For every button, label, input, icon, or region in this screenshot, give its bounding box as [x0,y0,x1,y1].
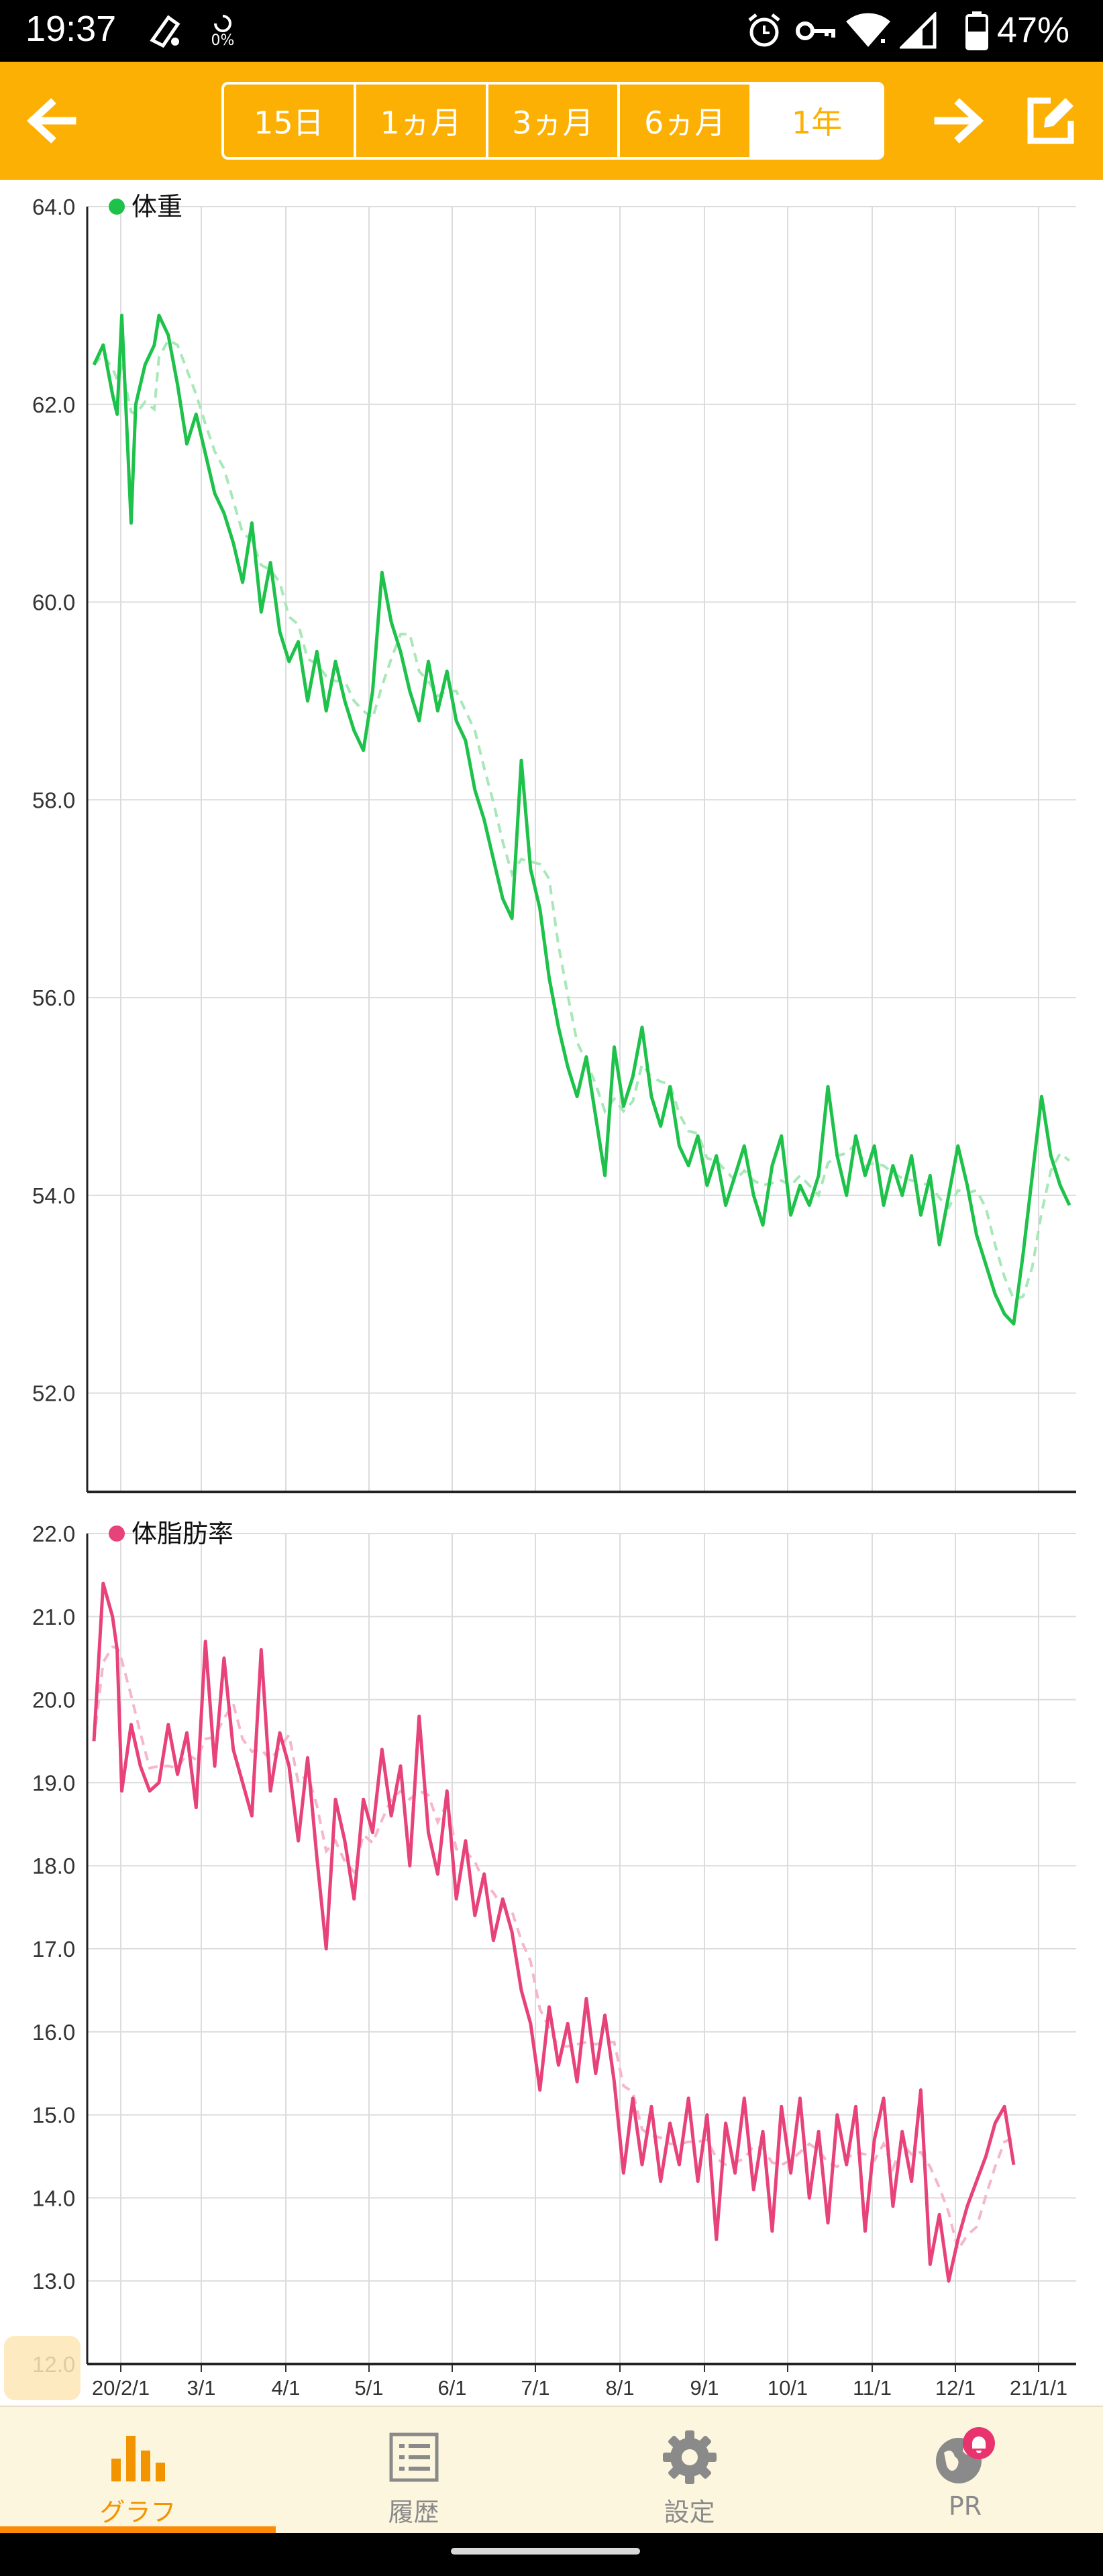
y-tick-label: 20.0 [32,1688,75,1713]
y-tick-label: 60.0 [32,590,75,615]
data-usage-icon: 0% [203,11,243,51]
status-time: 19:37 [25,9,117,49]
bottom-nav: グラフ 履歴 設定 [0,2406,1103,2534]
arrow-right-icon [934,98,984,144]
key-icon [792,11,840,51]
period-tab-0[interactable]: 15日 [224,85,356,157]
y-tick-label: 64.0 [32,195,75,219]
gesture-bar [0,2533,1103,2576]
y-tick-label: 14.0 [32,2186,75,2210]
y-tick-label: 18.0 [32,1854,75,1878]
x-tick-label: 6/1 [437,2376,466,2400]
x-tick-label: 3/1 [187,2376,215,2400]
edit-button[interactable] [1017,87,1084,154]
weight-chart: 64.0 62.0 60.0 58.0 56.0 54.0 52.0 体重 [32,193,1076,1493]
legend-label: 体重 [132,193,182,221]
legend-marker [109,1525,125,1542]
legend-label: 体脂肪率 [132,1521,233,1548]
battery-icon [962,11,992,51]
forward-button[interactable] [926,87,993,154]
alarm-icon [741,11,788,51]
x-tick-label: 5/1 [354,2376,383,2400]
x-tick-label: 8/1 [605,2376,634,2400]
nav-label-pr: PR [948,2491,982,2521]
y-tick-label: 56.0 [32,985,75,1010]
x-tick-label: 11/1 [853,2376,892,2400]
y-tick-label: 15.0 [32,2103,75,2128]
nav-item-history[interactable]: 履歴 [276,2407,552,2534]
y-tick-label: 17.0 [32,1937,75,1962]
home-gesture-handle[interactable] [451,2548,640,2555]
data-usage-text: 0% [211,32,235,49]
y-tick-label: 22.0 [32,1521,75,1546]
nav-label-graph: グラフ [99,2498,176,2527]
arrow-left-icon [26,98,76,144]
signal-icon [898,11,942,51]
nav-item-graph[interactable]: グラフ [0,2407,276,2534]
legend-marker [109,199,125,215]
period-tab-4[interactable]: 1年 [752,85,882,157]
toolbar: 15日 1ヵ月 3ヵ月 6ヵ月 1年 [0,62,1103,180]
trend-line [93,338,1071,1301]
y-tick-label: 16.0 [32,2020,75,2045]
status-bar: 19:37 0% 47% [0,0,1103,62]
nav-label-history: 履歴 [388,2498,439,2527]
y-tick-label: 54.0 [32,1183,75,1208]
x-tick-label: 9/1 [690,2376,719,2400]
y-tick-label: 19.0 [32,1770,75,1795]
active-tab-indicator [0,2526,276,2534]
nav-item-settings[interactable]: 設定 [552,2407,827,2534]
y-tick-label: 21.0 [32,1605,75,1629]
x-tick-label: 10/1 [768,2376,808,2400]
edit-icon [1027,97,1074,144]
y-tick-label: 52.0 [32,1381,75,1406]
bar-chart-icon [105,2427,172,2487]
y-tick-label: 13.0 [32,2269,75,2294]
back-button[interactable] [17,87,85,154]
x-tick-label: 20/2/1 [92,2376,150,2400]
x-tick-label: 21/1/1 [1010,2376,1067,2400]
body-fat-chart: 22.0 21.0 20.0 19.0 18.0 17.0 16.0 15.0 14.0 13.0… [32,1521,1076,2400]
x-tick-label: 12/1 [935,2376,976,2400]
globe-bell-icon [932,2427,999,2487]
series-line [92,1581,1016,2283]
nav-item-pr[interactable]: PR [827,2407,1103,2534]
x-tick-label: 4/1 [271,2376,300,2400]
period-tab-1[interactable]: 1ヵ月 [356,85,488,157]
y-tick-label: 62.0 [32,392,75,417]
scroll-top-button[interactable] [4,2336,81,2400]
x-tick-label: 7/1 [521,2376,549,2400]
list-icon [380,2427,448,2487]
nav-label-settings: 設定 [664,2498,715,2527]
period-tab-2[interactable]: 3ヵ月 [488,85,621,157]
battery-percent: 47% [996,10,1069,50]
y-tick-label: 58.0 [32,788,75,812]
notification-icon [142,11,189,51]
gear-icon [656,2427,723,2487]
period-tabs: 15日 1ヵ月 3ヵ月 6ヵ月 1年 [221,82,884,160]
period-tab-3[interactable]: 6ヵ月 [620,85,753,157]
wifi-icon [843,11,894,51]
series-line [92,313,1071,1326]
